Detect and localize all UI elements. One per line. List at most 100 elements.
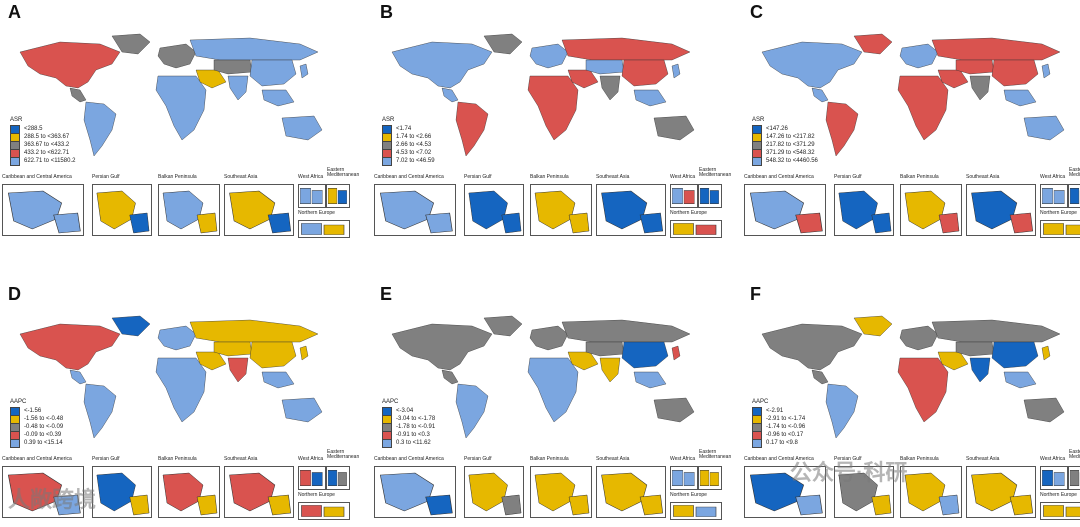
region-africa: [527, 357, 579, 423]
region-greenland: [111, 33, 151, 55]
inset-maps: Caribbean and Central America Persian Gul…: [372, 168, 731, 239]
inset-persian: [92, 184, 152, 236]
legend-entry: 0.3 to <11.62: [382, 438, 435, 448]
inset-label-eastmed: Eastern Mediterranean: [1069, 167, 1080, 178]
inset-seasia: [596, 466, 666, 518]
region-south-asia: [969, 75, 991, 101]
region-north-america: [761, 41, 863, 89]
region-australia: [1023, 397, 1065, 423]
region-central-asia: [213, 59, 253, 75]
region-europe: [899, 43, 939, 69]
world-map: [391, 315, 695, 439]
inset-balkan: [530, 466, 592, 518]
legend-label: 371.29 to <548.32: [766, 150, 815, 156]
region-south-america: [455, 383, 489, 439]
region-east-asia: [991, 341, 1039, 369]
legend-title: ASR: [752, 117, 765, 123]
region-central-america: [441, 87, 459, 103]
inset-westafrica: [298, 466, 326, 490]
legend: ASR <147.26 147.26 to <217.82 217.82 to <37…: [752, 116, 818, 166]
region-north-america: [19, 41, 121, 89]
region-japan: [299, 345, 309, 361]
legend-title: AAPC: [10, 399, 27, 405]
legend-label: 217.82 to <371.29: [766, 142, 815, 148]
legend: ASR <288.5 288.5 to <363.67 363.67 to <433.…: [10, 116, 76, 166]
region-russia: [189, 37, 319, 61]
legend-label: <-1.56: [24, 408, 42, 414]
region-southeast-asia: [1003, 89, 1037, 107]
inset-balkan: [158, 184, 220, 236]
inset-caribbean: [744, 466, 826, 518]
region-south-america: [825, 383, 859, 439]
region-australia: [653, 397, 695, 423]
legend-entry: 7.02 to <46.59: [382, 156, 435, 166]
inset-label-westafrica: West Africa: [670, 456, 696, 462]
legend-label: -0.96 to <0.17: [766, 432, 804, 438]
region-central-america: [811, 87, 829, 103]
world-map: [391, 33, 695, 157]
region-europe: [157, 43, 197, 69]
region-east-asia: [991, 59, 1039, 87]
inset-label-westafrica: West Africa: [298, 456, 324, 462]
inset-label-seasia: Southeast Asia: [596, 174, 630, 180]
inset-label-westafrica: West Africa: [298, 174, 324, 180]
region-north-america: [391, 323, 493, 371]
inset-label-seasia: Southeast Asia: [224, 174, 258, 180]
region-southeast-asia: [633, 89, 667, 107]
panel-a: A ASR <288.5 288.5 to <363.67 363.67 to <433…: [0, 0, 359, 245]
region-south-asia: [227, 357, 249, 383]
inset-label-eastmed: Eastern Mediterranean: [327, 449, 360, 460]
inset-westafrica: [670, 466, 698, 490]
region-east-asia: [249, 59, 297, 87]
legend-label: 622.71 to <11580.2: [24, 158, 76, 164]
legend-label: -2.91 to <-1.74: [766, 416, 806, 422]
inset-seasia: [966, 184, 1036, 236]
inset-label-seasia: Southeast Asia: [596, 456, 630, 462]
legend-title: ASR: [382, 117, 395, 123]
panel-f: F AAPC <-2.91 -2.91 to <-1.74 -1.74 to <-0.9…: [742, 282, 1080, 527]
panel-letter: F: [750, 284, 761, 304]
region-africa: [897, 357, 949, 423]
legend-label: 7.02 to <46.59: [396, 158, 435, 164]
panel-d: D AAPC <-1.56 -1.56 to <-0.48 -0.48 to <-0.0…: [0, 282, 360, 527]
region-south-america: [825, 101, 859, 157]
inset-persian: [834, 184, 894, 236]
legend-label: <-2.91: [766, 408, 784, 414]
inset-label-eastmed: Eastern Mediterranean: [1069, 449, 1080, 460]
inset-label-westafrica: West Africa: [1040, 456, 1066, 462]
legend-label: <288.5: [24, 126, 43, 132]
inset-label-balkan: Balkan Peninsula: [530, 456, 569, 462]
inset-label-balkan: Balkan Peninsula: [158, 456, 197, 462]
watermark-left: 人敞跨境: [8, 487, 97, 512]
inset-balkan: [530, 184, 592, 236]
legend-label: -1.74 to <-0.96: [766, 424, 806, 430]
region-japan: [1041, 63, 1051, 79]
legend-label: 363.67 to <433.2: [24, 142, 70, 148]
legend-label: 0.39 to <15.14: [24, 440, 63, 446]
region-central-america: [811, 369, 829, 385]
inset-northeurope: [1040, 220, 1080, 238]
legend-label: -3.04 to <-1.78: [396, 416, 436, 422]
legend-label: 2.66 to <4.53: [396, 142, 432, 148]
inset-eastmed: [1068, 184, 1080, 208]
world-map: [19, 33, 323, 157]
inset-persian: [464, 184, 524, 236]
inset-eastmed: [698, 184, 722, 208]
inset-label-northeurope: Northern Europe: [298, 210, 335, 216]
inset-label-caribbean: Caribbean and Central America: [374, 456, 444, 462]
inset-label-westafrica: West Africa: [1040, 174, 1066, 180]
legend-title: AAPC: [382, 399, 399, 405]
legend-label: 0.3 to <11.62: [396, 440, 431, 446]
legend-label: 288.5 to <363.67: [24, 134, 70, 140]
legend-swatch: [10, 438, 20, 448]
legend-swatch: [752, 438, 762, 448]
inset-label-caribbean: Caribbean and Central America: [2, 456, 72, 462]
inset-balkan: [900, 184, 962, 236]
inset-northeurope: [298, 502, 350, 520]
region-africa: [155, 357, 207, 423]
region-greenland: [483, 315, 523, 337]
inset-label-balkan: Balkan Peninsula: [900, 174, 939, 180]
inset-seasia: [596, 184, 666, 236]
region-central-america: [69, 87, 87, 103]
